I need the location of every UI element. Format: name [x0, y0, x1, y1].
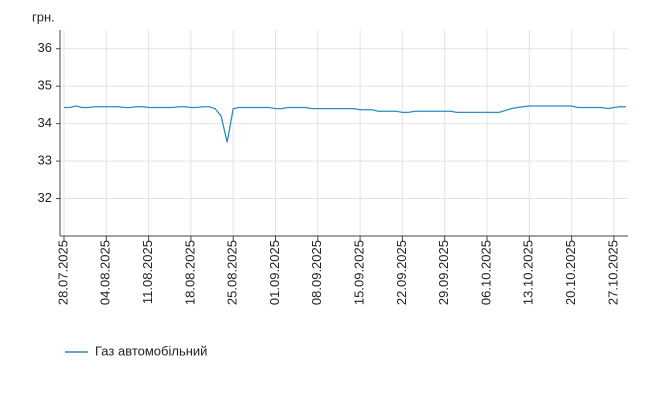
x-tick-label: 04.08.2025: [98, 240, 113, 305]
data-line: [64, 105, 626, 143]
x-tick-label: 28.07.2025: [55, 240, 70, 305]
legend-label: Газ автомобільний: [95, 343, 207, 358]
x-tick-label: 20.10.2025: [563, 240, 578, 305]
x-tick-label: 29.09.2025: [436, 240, 451, 305]
y-tick-label: 34: [38, 115, 52, 130]
x-tick-label: 22.09.2025: [394, 240, 409, 305]
x-tick-label: 06.10.2025: [478, 240, 493, 305]
x-tick-label: 18.08.2025: [182, 240, 197, 305]
x-tick-label: 27.10.2025: [605, 240, 620, 305]
y-tick-label: 35: [38, 78, 52, 93]
y-tick-label: 33: [38, 153, 52, 168]
x-tick-label: 15.09.2025: [352, 240, 367, 305]
x-tick-label: 01.09.2025: [267, 240, 282, 305]
x-tick-label: 13.10.2025: [521, 240, 536, 305]
y-tick-label: 36: [38, 40, 52, 55]
y-axis-label: грн.: [32, 9, 55, 24]
x-tick-label: 25.08.2025: [225, 240, 240, 305]
x-tick-label: 11.08.2025: [140, 240, 155, 304]
x-tick-label: 08.09.2025: [309, 240, 324, 305]
y-tick-label: 32: [38, 190, 52, 205]
